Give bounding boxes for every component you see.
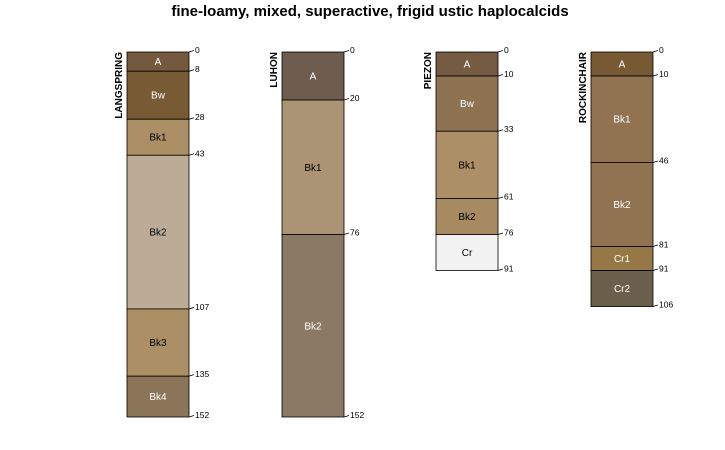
horizon-bk1 [281, 99, 345, 235]
horizon-label: Cr [462, 248, 473, 259]
depth-label: 61 [504, 191, 514, 201]
profiles-group: A Bw Bk1 Bk2 Bk3 Bk4 0 8 28 43 107 135 152 LANGSPRING… [114, 45, 673, 420]
horizon-a [435, 51, 499, 77]
horizon-cr [435, 234, 499, 271]
depth-label: 43 [195, 148, 205, 158]
depth-label: 0 [350, 45, 355, 55]
depth-label: 81 [659, 240, 669, 250]
depth-tick [497, 196, 504, 199]
depth-tick [652, 244, 659, 247]
depth-label: 46 [659, 155, 669, 165]
horizon-label: Bw [460, 99, 475, 110]
depth-label: 0 [195, 45, 200, 55]
horizon-label: Bk1 [613, 115, 631, 126]
depth-tick [188, 374, 195, 377]
depth-tick [652, 268, 659, 271]
depth-label: 0 [504, 45, 509, 55]
depth-label: 33 [504, 124, 514, 134]
depth-tick [343, 232, 350, 235]
depth-label: 91 [659, 264, 669, 274]
horizon-label: Bk1 [149, 133, 167, 144]
figure-title: fine-loamy, mixed, superactive, frigid u… [171, 3, 568, 20]
horizon-label: Bk2 [613, 200, 631, 211]
depth-tick [652, 50, 659, 53]
depth-tick [188, 307, 195, 310]
depth-tick [497, 74, 504, 77]
horizon-a [590, 51, 654, 77]
horizon-bk2 [590, 162, 654, 247]
depth-label: 0 [659, 45, 664, 55]
depth-label: 8 [195, 64, 200, 74]
depth-tick [497, 268, 504, 271]
depth-label: 20 [350, 93, 360, 103]
horizon-cr2 [590, 270, 654, 307]
horizon-bk2 [126, 154, 190, 310]
depth-tick [188, 415, 195, 418]
horizon-cr1 [590, 246, 654, 271]
depth-tick [343, 98, 350, 101]
profile-name: ROCKINCHAIR [578, 51, 589, 123]
depth-tick [497, 129, 504, 132]
horizon-label: Bk1 [458, 160, 476, 171]
depth-tick [652, 304, 659, 307]
horizon-label: A [464, 60, 471, 71]
depth-tick [497, 232, 504, 235]
horizon-label: A [155, 57, 162, 68]
horizon-bw [126, 70, 190, 120]
depth-tick [188, 117, 195, 120]
depth-label: 106 [659, 300, 673, 310]
horizon-label: Bk4 [149, 392, 167, 403]
profile-name: LANGSPRING [114, 52, 125, 119]
depth-label: 10 [504, 69, 514, 79]
profile-langspring: A Bw Bk1 Bk2 Bk3 Bk4 0 8 28 43 107 135 152 LANGSPRING [114, 45, 209, 420]
depth-label: 76 [350, 228, 360, 238]
depth-label: 76 [504, 228, 514, 238]
depth-label: 107 [195, 302, 209, 312]
depth-label: 10 [659, 69, 669, 79]
horizon-bk1 [126, 118, 190, 156]
profile-name: LUHON [269, 52, 280, 88]
horizon-label: Bw [151, 91, 166, 102]
horizon-label: Bk2 [149, 228, 167, 239]
profile-name: PIEZON [423, 52, 434, 89]
horizon-bk4 [126, 375, 190, 418]
horizon-label: Cr2 [614, 284, 631, 295]
horizon-label: A [310, 72, 317, 83]
horizon-label: Bk3 [149, 338, 167, 349]
depth-label: 135 [195, 369, 209, 379]
horizon-bk2 [281, 234, 345, 418]
depth-tick [652, 160, 659, 163]
depth-label: 152 [195, 410, 209, 420]
depth-label: 28 [195, 112, 205, 122]
depth-tick [343, 415, 350, 418]
horizon-bk1 [590, 75, 654, 163]
depth-tick [188, 50, 195, 53]
horizon-label: Bk1 [304, 163, 322, 174]
depth-tick [343, 50, 350, 53]
horizon-label: Bk2 [304, 321, 322, 332]
horizon-label: A [619, 60, 626, 71]
depth-tick [188, 69, 195, 72]
depth-tick [497, 50, 504, 53]
depth-label: 152 [350, 410, 364, 420]
profile-rockinchair: A Bk1 Bk2 Cr1 Cr2 0 10 46 81 91 106 ROCKINCHAIR [578, 45, 673, 310]
depth-label: 91 [504, 264, 514, 274]
depth-tick [652, 74, 659, 77]
profile-luhon: A Bk1 Bk2 0 20 76 152 LUHON [269, 45, 364, 420]
horizon-label: Bk2 [458, 212, 476, 223]
depth-tick [188, 153, 195, 156]
horizon-bw [435, 75, 499, 132]
profile-piezon: A Bw Bk1 Bk2 Cr 0 10 33 61 76 91 PIEZON [423, 45, 514, 274]
horizon-bk2 [435, 198, 499, 235]
horizon-label: Cr1 [614, 254, 631, 265]
